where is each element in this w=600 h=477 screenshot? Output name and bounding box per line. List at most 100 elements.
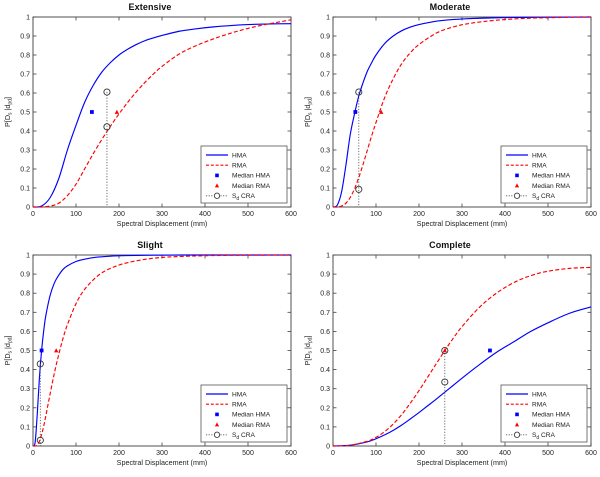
legend: HMA RMA Median HMA Median RMA Sd CRA <box>500 384 588 443</box>
legend-hma-label: HMA <box>532 152 547 159</box>
x-tick-label: 500 <box>542 450 554 457</box>
sd-cra-marker <box>441 346 449 355</box>
legend-sd-cra-label: Sd CRA <box>232 432 256 441</box>
curve-rma <box>32 254 292 447</box>
panel-title: Moderate <box>429 2 471 12</box>
legend-rma-label: RMA <box>532 402 547 409</box>
x-tick-label: 300 <box>156 450 168 457</box>
x-tick-label: 200 <box>413 211 425 218</box>
x-tick-label: 0 <box>31 211 35 218</box>
x-axis-label: Spectral Displacement (mm) <box>417 219 508 228</box>
median-marker-rma <box>54 348 59 353</box>
median-marker-hma <box>39 348 44 353</box>
x-tick-label: 500 <box>542 211 554 218</box>
y-tick-label: 0.4 <box>20 129 30 136</box>
y-tick-label: 0.6 <box>20 91 30 98</box>
median-marker-hma <box>90 110 94 114</box>
x-tick-label: 400 <box>199 211 211 218</box>
y-tick-label: 0.9 <box>20 34 30 41</box>
x-tick-label: 600 <box>585 450 597 457</box>
legend-median-hma-label: Median HMA <box>232 173 271 180</box>
y-tick-label: 0.3 <box>320 148 330 155</box>
sd-cra-marker <box>36 436 44 444</box>
x-tick-label: 0 <box>331 450 335 457</box>
x-tick-label: 400 <box>199 450 211 457</box>
legend-hma-label: HMA <box>232 391 247 398</box>
y-tick-label: 0.8 <box>320 291 330 298</box>
x-tick-label: 600 <box>285 450 297 457</box>
y-tick-label: 0 <box>326 444 330 451</box>
plot-moderate: 0 100 200 300 400 500 600 0 0.1 0.2 0.3 0.4 0.5 0.6 0.… <box>303 15 597 229</box>
x-tick-label: 300 <box>156 211 168 218</box>
curve-hma <box>332 16 592 208</box>
sd-cra-marker <box>36 360 44 368</box>
median-marker-hma <box>353 110 358 114</box>
sd-cra-marker <box>355 88 363 96</box>
curve-rma <box>332 266 592 447</box>
legend-hma-label: HMA <box>532 391 547 398</box>
curve-rma <box>332 16 592 208</box>
panel-slight: Slight 0 100 200 300 400 500 600 0 0.1 0.2 0.3 0.4 0… <box>0 238 300 477</box>
plot-extensive: 0 100 200 300 400 500 600 0 0.1 0.2 0.3 0.4 0.5 0.6 0.… <box>3 15 297 229</box>
y-tick-label: 0.2 <box>320 167 330 174</box>
y-tick-label: 0.4 <box>320 367 330 374</box>
y-tick-label: 0.3 <box>320 386 330 393</box>
panel-complete: Complete 0 100 200 300 400 500 600 0 0.1 0.2 0.3 0.… <box>300 238 600 477</box>
y-tick-label: 0 <box>326 205 330 212</box>
y-tick-label: 0.7 <box>20 72 30 79</box>
x-tick-label: 300 <box>456 211 468 218</box>
y-tick-label: 0.9 <box>320 272 330 279</box>
plot-slight: 0 100 200 300 400 500 600 0 0.1 0.2 0.3 0.4 0.5 0.6 0.… <box>3 253 297 468</box>
legend: HMA RMA Median HMA Median RMA Sd CRA <box>200 384 288 443</box>
x-axis-label: Spectral Displacement (mm) <box>117 458 208 467</box>
median-marker-rma <box>442 348 447 353</box>
y-tick-label: 0.4 <box>20 367 30 374</box>
legend-median-rma-label: Median RMA <box>232 422 271 429</box>
y-tick-label: 0.7 <box>320 310 330 317</box>
x-tick-label: 500 <box>242 450 254 457</box>
y-tick-label: 0.7 <box>320 72 330 79</box>
y-tick-label: 0 <box>26 444 30 451</box>
x-tick-label: 500 <box>242 211 254 218</box>
x-tick-label: 200 <box>113 450 125 457</box>
y-tick-label: 1 <box>326 253 330 260</box>
y-tick-label: 0.4 <box>320 129 330 136</box>
sd-cra-marker <box>441 378 449 386</box>
legend: HMA RMA Median HMA Median RMA Sd CRA <box>200 145 288 204</box>
sd-cra-marker <box>103 88 111 96</box>
x-tick-label: 0 <box>31 450 35 457</box>
curve-hma <box>32 254 291 447</box>
legend-hma-label: HMA <box>232 152 247 159</box>
legend-median-hma-label: Median HMA <box>532 412 571 419</box>
y-tick-label: 0.8 <box>20 53 30 60</box>
legend-sd-cra-label: Sd CRA <box>532 193 556 202</box>
x-tick-label: 100 <box>70 450 82 457</box>
y-axis-label: P[Ds |dpd] <box>3 336 14 366</box>
x-axis-label: Spectral Displacement (mm) <box>117 219 208 228</box>
x-axis-label: Spectral Displacement (mm) <box>417 458 508 467</box>
panel-moderate: Moderate 0 100 200 300 400 500 600 0 0.1 0.2 0.3 0.… <box>300 0 600 238</box>
y-tick-label: 0.8 <box>320 53 330 60</box>
y-tick-label: 0.2 <box>20 167 30 174</box>
y-tick-label: 1 <box>326 15 330 22</box>
panel-extensive: Extensive 0 100 200 300 400 500 600 0 0.1 0.2 0.3 0… <box>0 0 300 238</box>
legend-median-hma-label: Median HMA <box>532 173 571 180</box>
panel-title: Slight <box>137 240 163 250</box>
curve-hma <box>32 23 292 208</box>
x-tick-label: 400 <box>499 450 511 457</box>
x-tick-label: 100 <box>370 450 382 457</box>
legend: HMA RMA Median HMA Median RMA Sd CRA <box>500 145 588 204</box>
y-tick-label: 0.3 <box>20 148 30 155</box>
y-tick-label: 0.9 <box>20 272 30 279</box>
y-axis-label: P[Ds |dpd] <box>3 97 14 127</box>
y-tick-label: 0.5 <box>320 348 330 355</box>
y-tick-label: 0.6 <box>20 329 30 336</box>
median-marker-rma <box>114 109 120 114</box>
y-tick-label: 0.8 <box>20 291 30 298</box>
curve-rma <box>32 19 292 208</box>
y-tick-label: 0 <box>26 205 30 212</box>
y-tick-label: 0.5 <box>20 110 30 117</box>
legend-median-hma-label: Median HMA <box>232 412 271 419</box>
y-axis-label: P[Ds |dpd] <box>303 336 314 366</box>
